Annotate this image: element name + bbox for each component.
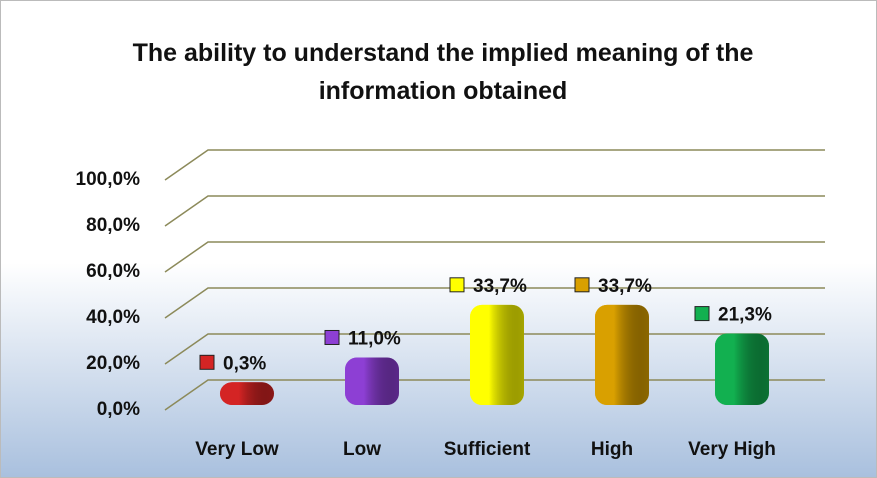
grid-line <box>164 287 825 319</box>
label-marker <box>199 354 215 370</box>
bar-shade <box>470 304 524 405</box>
grid-line <box>164 195 825 227</box>
grid-line <box>164 149 825 181</box>
label-marker <box>449 277 465 293</box>
bar-shade <box>595 304 649 405</box>
label-marker <box>574 277 590 293</box>
x-tick-label: Very High <box>688 439 776 460</box>
data-label: 33,7% <box>598 276 652 297</box>
label-marker <box>694 306 710 322</box>
grid-line <box>164 241 825 273</box>
y-tick-label: 40,0% <box>86 307 140 328</box>
y-tick-label: 20,0% <box>86 353 140 374</box>
label-marker <box>324 329 340 345</box>
y-tick-label: 0,0% <box>97 399 140 420</box>
chart-title: The ability to understand the implied me… <box>132 39 754 105</box>
data-label: 33,7% <box>473 276 527 297</box>
bar-shade <box>220 382 274 405</box>
bar-shade <box>715 333 769 405</box>
x-tick-label: Very Low <box>195 439 279 460</box>
x-tick-label: High <box>591 439 633 460</box>
x-tick-label: Sufficient <box>444 439 531 460</box>
data-label: 21,3% <box>718 305 772 326</box>
data-label: 0,3% <box>223 353 266 374</box>
y-tick-label: 100,0% <box>76 169 141 190</box>
y-tick-label: 80,0% <box>86 215 140 236</box>
bar-shade <box>345 357 399 405</box>
y-tick-label: 60,0% <box>86 261 140 282</box>
data-label: 11,0% <box>348 328 401 349</box>
x-tick-label: Low <box>343 439 381 460</box>
